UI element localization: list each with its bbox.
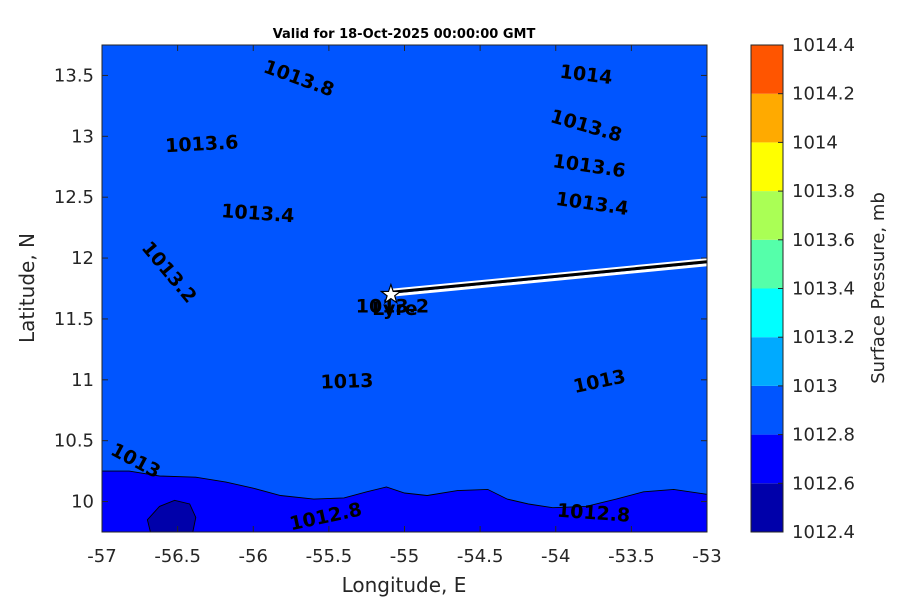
y-tick-label: 10.5	[54, 431, 94, 452]
colorbar-tick-label: 1013.6	[792, 230, 855, 251]
colorbar-tick-label: 1012.8	[792, 425, 855, 446]
y-axis-label: Latitude, N	[15, 233, 39, 343]
y-tick-label: 13.5	[54, 65, 94, 86]
contour-band-1012-8	[102, 45, 707, 508]
colorbar-tick-label: 1014.2	[792, 84, 855, 105]
colorbar-swatch	[751, 93, 783, 143]
station-star-icon	[379, 282, 403, 305]
contour-label: 1013	[320, 370, 374, 394]
colorbar-tick-label: 1013.8	[792, 181, 855, 202]
contour-label: 1013.2	[356, 295, 429, 317]
colorbar-tick-label: 1014	[792, 132, 838, 153]
contour-label: 1013.6	[165, 131, 239, 157]
colorbar-tick-label: 1013	[792, 376, 838, 397]
colorbar: 1012.4 1012.6 1012.8 1013 1013.2 1013.4 1013.6…	[750, 35, 855, 543]
colorbar-label: Surface Pressure, mb	[868, 192, 889, 384]
x-tick-label: -56.5	[154, 546, 201, 567]
x-axis-label: Longitude, E	[342, 573, 467, 597]
y-tick-label: 12.5	[54, 187, 94, 208]
colorbar-swatch	[751, 288, 783, 338]
y-tick-label: 10	[71, 492, 94, 513]
contour-label: 1013.4	[220, 200, 295, 227]
colorbar-swatch	[751, 434, 783, 484]
colorbar-tick-label: 1013.2	[792, 327, 855, 348]
colorbar-swatch	[751, 385, 783, 435]
colorbar-tick-label: 1013.4	[792, 279, 855, 300]
y-tick-label: 13	[71, 126, 94, 147]
x-tick-label: -53	[692, 546, 721, 567]
x-tick-label: -55.5	[306, 546, 353, 567]
contour-line-1012-8	[102, 45, 707, 509]
track-outline-upper	[392, 258, 707, 292]
track-outline-lower	[392, 263, 707, 297]
colorbar-tick-label: 1014.4	[792, 35, 855, 56]
colorbar-swatch	[751, 337, 783, 386]
y-tick-label: 12	[71, 248, 94, 269]
x-tick-label: -56	[239, 546, 268, 567]
colorbar-swatch	[751, 483, 783, 532]
station-name: Lyre	[372, 298, 417, 320]
contour-band-1012-4	[147, 500, 196, 532]
colorbar-tick-label: 1012.6	[792, 473, 855, 494]
x-axis: -57 -56.5 -56 -55.5 -55 -54.5 -54 -53.5 -53	[87, 45, 722, 567]
colorbar-tick-label: 1012.4	[792, 522, 855, 543]
y-tick-label: 11	[71, 370, 94, 391]
track-line	[392, 260, 707, 294]
y-axis: 10 10.5 11 11.5 12 12.5 13 13.5	[54, 65, 707, 513]
contour-line-1012-4	[146, 499, 197, 532]
x-tick-label: -53.5	[608, 546, 655, 567]
colorbar-swatch	[751, 45, 783, 94]
x-tick-label: -55	[390, 546, 419, 567]
colorbar-swatch	[751, 239, 783, 289]
x-tick-label: -54.5	[457, 546, 504, 567]
colorbar-swatch	[751, 191, 783, 240]
colorbar-swatch	[751, 142, 783, 192]
chart-title: Valid for 18-Oct-2025 00:00:00 GMT	[273, 27, 536, 42]
x-tick-label: -54	[541, 546, 570, 567]
x-tick-label: -57	[87, 546, 116, 567]
y-tick-label: 11.5	[54, 309, 94, 330]
contour-label: 1012.8	[556, 500, 631, 527]
